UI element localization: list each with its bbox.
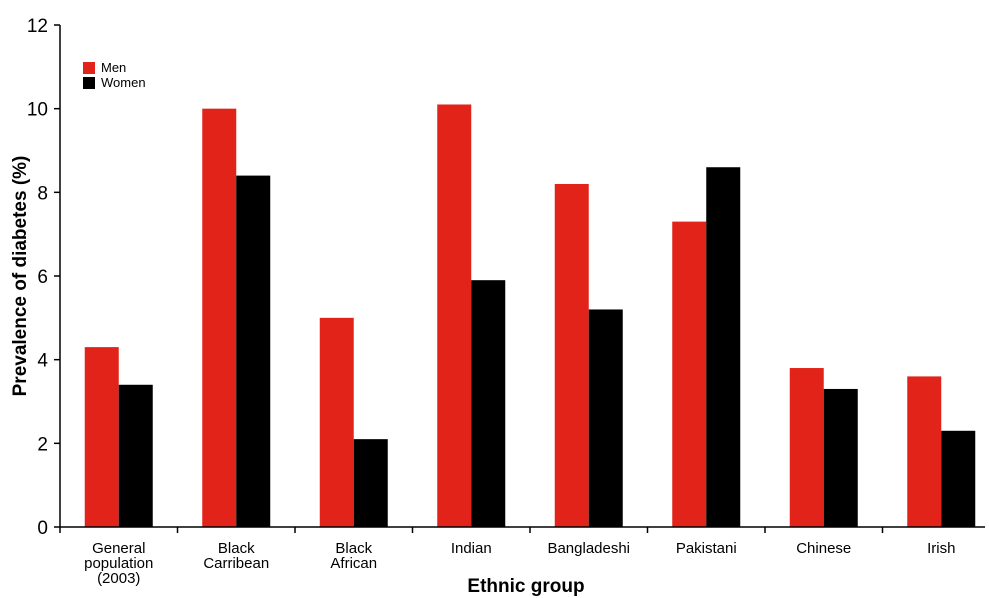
x-category-label-line: (2003): [97, 570, 140, 587]
x-category-label: Black Carribean: [203, 540, 269, 572]
x-category-label-line: Indian: [451, 540, 492, 557]
x-category-label: Pakistani: [676, 540, 737, 557]
x-category-label: Chinese: [796, 540, 851, 557]
x-category-label-line: Black: [218, 540, 255, 557]
bar-women-6: [823, 388, 858, 527]
x-category-label: Indian: [451, 540, 492, 557]
y-tick-label: 10: [27, 100, 48, 121]
bar-women-3: [471, 280, 506, 527]
x-category-label-line: African: [330, 555, 377, 572]
bars-group: [84, 104, 976, 528]
bar-women-2: [353, 439, 388, 527]
y-tick-label: 6: [37, 267, 48, 288]
x-category-label-line: Chinese: [796, 540, 851, 557]
y-ticks-group: 0 2 4 6 8 10 12: [27, 16, 60, 539]
x-category-label: Bangladeshi: [547, 540, 630, 557]
bar-women-1: [236, 175, 271, 527]
legend-label-women: Women: [101, 75, 146, 90]
bar-men-0: [84, 347, 119, 527]
bar-men-3: [437, 104, 472, 527]
y-tick-label: 12: [27, 16, 48, 37]
x-axis-title: Ethnic group: [467, 576, 584, 597]
x-labels-group: General population (2003)Black CarribeanBla…: [84, 540, 955, 587]
y-axis-title: Prevalence of diabetes (%): [10, 156, 31, 397]
y-tick-label: 2: [37, 434, 48, 455]
bar-women-4: [588, 309, 623, 527]
x-category-label-line: Bangladeshi: [547, 540, 630, 557]
x-category-label-line: Irish: [927, 540, 955, 557]
x-category-label: General population (2003): [84, 540, 153, 587]
legend-swatch-women: [83, 77, 95, 89]
legend-swatch-men: [83, 62, 95, 74]
bar-men-2: [319, 317, 354, 527]
bar-men-7: [907, 376, 942, 527]
bar-women-0: [118, 384, 153, 527]
bar-men-1: [202, 108, 237, 528]
bar-men-6: [789, 368, 824, 527]
x-category-label-line: Black: [335, 540, 372, 557]
bar-women-7: [941, 430, 976, 527]
x-category-label-line: Carribean: [203, 555, 269, 572]
y-tick-label: 0: [37, 518, 48, 539]
y-tick-label: 8: [37, 183, 48, 204]
x-category-label: Black African: [330, 540, 377, 572]
bar-men-4: [554, 183, 589, 527]
bar-men-5: [672, 221, 707, 527]
x-ticks-group: [59, 527, 884, 533]
x-category-label-line: General: [92, 540, 145, 557]
x-category-label-line: Pakistani: [676, 540, 737, 557]
y-tick-label: 4: [37, 351, 48, 372]
x-category-label: Irish: [927, 540, 955, 557]
legend-label-men: Men: [101, 60, 126, 75]
bar-women-5: [706, 167, 741, 527]
x-category-label-line: population: [84, 555, 153, 572]
